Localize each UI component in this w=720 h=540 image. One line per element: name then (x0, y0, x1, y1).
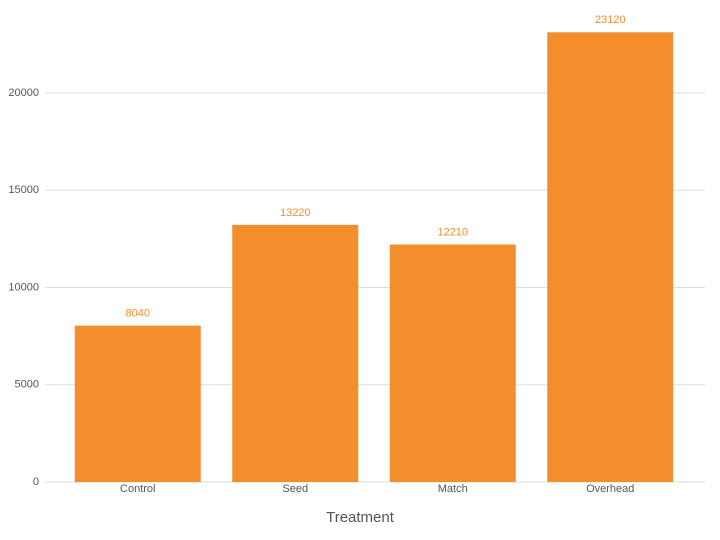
value-label: 8040 (126, 308, 150, 320)
value-label: 13220 (280, 207, 311, 219)
x-axis-title: Treatment (326, 509, 395, 526)
x-tick-label: Control (120, 483, 155, 495)
bar (74, 325, 201, 482)
bar (547, 32, 674, 482)
x-tick-label: Overhead (586, 483, 634, 495)
bar (232, 224, 359, 482)
y-tick-label: 0 (33, 476, 39, 488)
y-tick-label: 5000 (15, 379, 39, 391)
value-label: 12210 (437, 226, 468, 238)
y-tick-label: 10000 (8, 281, 39, 293)
x-tick-label: Match (438, 483, 468, 495)
value-label: 23120 (595, 14, 626, 26)
x-tick-label: Seed (282, 483, 308, 495)
y-tick-label: 15000 (8, 184, 39, 196)
bar (389, 244, 516, 482)
y-tick-label: 20000 (8, 87, 39, 99)
